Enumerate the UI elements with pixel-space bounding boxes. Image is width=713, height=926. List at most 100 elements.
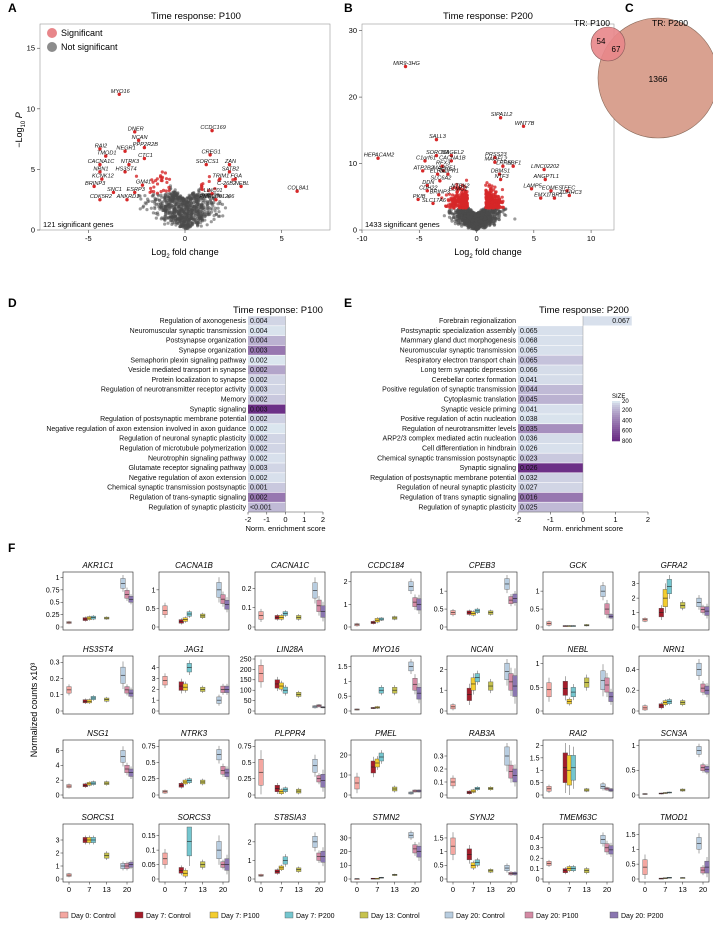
labeled-point [208, 153, 212, 157]
point [179, 213, 183, 218]
gene-label: NEGR1 [116, 146, 135, 152]
y-tick-label: 1.5 [530, 755, 540, 762]
enrichment-row: Regulation of synaptic plasticity <0.001 [148, 502, 286, 512]
y-tick-label: 0 [344, 624, 348, 631]
enrichment-row: Negative regulation of axon extension in… [46, 424, 286, 434]
gene-title: SORCS1 [82, 813, 115, 822]
point [213, 206, 218, 210]
point [460, 218, 464, 223]
enrichment-row: Long term synaptic depression 0.066 [421, 365, 583, 375]
point [485, 211, 489, 215]
x-tick-label: 7 [567, 885, 571, 894]
fdr-value: 0.003 [250, 465, 268, 472]
x-tick-label: -1 [263, 515, 270, 524]
x-tick-label: 20 [219, 885, 227, 894]
point [202, 193, 206, 197]
fdr-value: 0.045 [520, 396, 538, 403]
fdr-value: 0.002 [250, 445, 268, 452]
y-tick-label: 0.5 [50, 600, 60, 607]
y-tick-label: 0.5 [338, 694, 348, 701]
point [177, 221, 181, 226]
gene-label: CTC1 [138, 153, 153, 159]
point [453, 222, 457, 226]
y-tick-label: 1 [632, 743, 636, 750]
point [157, 194, 161, 198]
gene-panel: AKR1C1 0 0.25 0.5 0.75 1 [46, 561, 134, 631]
point [199, 224, 203, 228]
point [480, 223, 484, 227]
gene-panel: NRN1 0 0.2 0.4 [626, 645, 710, 715]
point-significant [159, 189, 163, 194]
point [194, 220, 198, 225]
y-tick-label: 0 [632, 624, 636, 631]
labeled-point [142, 145, 147, 150]
y-tick-label: 15 [27, 44, 35, 53]
y-tick-label: 0 [248, 876, 252, 883]
enrichment-row: Mammary gland duct morphogenesis 0.068 [401, 335, 583, 346]
gene-panel: SCN3A 0 0.5 1 [626, 729, 710, 799]
gene-title: SCN3A [661, 729, 688, 738]
venn-set-label-p200: TR: P200 [652, 18, 688, 28]
legend-swatch [134, 911, 144, 919]
panel-frame [542, 571, 614, 631]
point-significant [446, 198, 450, 202]
point-significant [487, 183, 492, 187]
point [475, 221, 479, 225]
point [172, 200, 176, 205]
point-significant [455, 182, 459, 187]
gene-label: EBF1 [507, 161, 521, 167]
term-label: Cerebellar cortex formation [432, 377, 517, 384]
y-tick-label: 0.3 [434, 753, 444, 760]
y-tick-label: 0.05 [142, 862, 156, 869]
term-label: Positive regulation of synaptic transmis… [382, 387, 516, 394]
size-legend-gradient [612, 405, 620, 408]
point-significant [496, 194, 500, 198]
fdr-value: 0.065 [520, 347, 538, 354]
x-tick-label: 0 [581, 515, 585, 524]
term-label: Memory [221, 396, 247, 403]
significant-count: 121 significant genes [43, 220, 114, 229]
point [190, 204, 195, 208]
point [465, 209, 469, 213]
point [153, 196, 157, 200]
point [490, 210, 494, 214]
legend-label: Day 20: Control [456, 913, 505, 920]
y-tick-label: 0 [344, 708, 348, 715]
x-tick-label: 7 [279, 885, 283, 894]
y-tick-label: 1 [440, 849, 444, 856]
size-legend-gradient [612, 411, 620, 414]
y-tick-label: 30 [349, 26, 357, 35]
y-tick-label: 3 [632, 581, 636, 588]
point [193, 211, 198, 215]
fdr-value: 0.002 [250, 396, 268, 403]
y-tick-label: 0.5 [146, 606, 156, 613]
y-tick-label: 0 [56, 624, 60, 631]
legend-label: Day 20: P200 [621, 913, 664, 920]
y-tick-label: 0 [152, 624, 156, 631]
y-tick-label: 1 [152, 587, 156, 594]
enrichment-row: Chemical synaptic transmission postsynap… [377, 453, 583, 463]
term-label: Long term synaptic depression [421, 367, 516, 374]
gene-title: NTRK3 [181, 729, 208, 738]
point-significant [461, 206, 465, 210]
fdr-value: 0.044 [520, 387, 538, 394]
gene-panel: NTRK3 0 0.25 0.5 0.75 [142, 729, 230, 799]
y-tick-label: 1 [632, 610, 636, 617]
gene-title: CPEB3 [469, 561, 496, 570]
point [178, 194, 183, 198]
legend-swatch-significant [47, 28, 57, 38]
point-significant [489, 203, 493, 208]
y-tick-label: 20 [340, 849, 348, 856]
size-legend-gradient [612, 431, 620, 434]
gene-label: SATB2 [222, 166, 240, 172]
point-significant [164, 177, 169, 181]
size-legend-tick: 600 [622, 429, 633, 435]
panel-frame [446, 823, 518, 883]
y-tick-label: 0.5 [434, 863, 444, 870]
gene-label: BRINP3 [85, 181, 106, 187]
point-significant [155, 182, 160, 186]
x-axis-label: Log2 fold change [151, 247, 218, 260]
point [151, 211, 156, 215]
x-tick-label: 20 [603, 885, 611, 894]
